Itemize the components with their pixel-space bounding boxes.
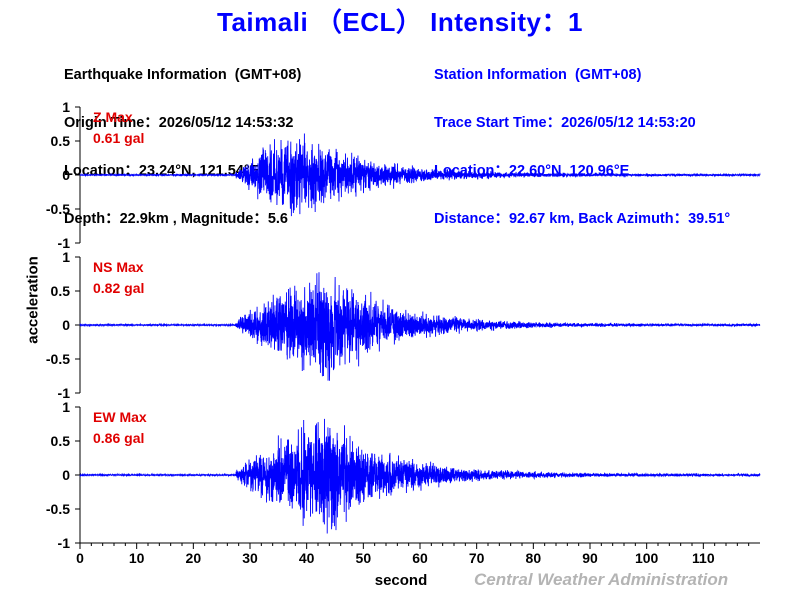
component-max-label: NS Max bbox=[93, 259, 144, 275]
y-tick-label: 0 bbox=[62, 467, 70, 483]
component-max-label: Z Max bbox=[93, 109, 133, 125]
x-tick-label: 110 bbox=[692, 550, 715, 566]
y-tick-label: 1 bbox=[62, 249, 70, 265]
x-tick-label: 80 bbox=[526, 550, 542, 566]
station-info-heading: Station Information (GMT+08) bbox=[434, 67, 642, 83]
y-tick-label: -1 bbox=[58, 235, 71, 251]
y-tick-label: 0 bbox=[62, 167, 70, 183]
y-tick-label: -0.5 bbox=[46, 201, 70, 217]
y-axis-label: acceleration bbox=[24, 256, 42, 344]
x-tick-label: 30 bbox=[242, 550, 258, 566]
component-max-value: 0.86 gal bbox=[93, 430, 144, 446]
earthquake-info: Earthquake Information (GMT+08) Origin T… bbox=[64, 35, 301, 259]
origin-time: Origin Time：2026/05/12 14:53:32 bbox=[64, 115, 294, 131]
x-tick-label: 40 bbox=[299, 550, 315, 566]
waveform-trace bbox=[79, 272, 761, 381]
depth-magnitude: Depth：22.9km , Magnitude：5.6 bbox=[64, 211, 288, 227]
waveform-trace bbox=[79, 418, 761, 534]
x-axis-label: second bbox=[374, 572, 428, 589]
agency-watermark: Central Weather Administration bbox=[474, 570, 729, 589]
earthquake-info-heading: Earthquake Information (GMT+08) bbox=[64, 67, 302, 83]
y-tick-label: 0.5 bbox=[51, 433, 71, 449]
page-title: Taimali （ECL） Intensity：1 bbox=[217, 7, 583, 37]
x-tick-label: 10 bbox=[129, 550, 145, 566]
y-tick-label: 1 bbox=[62, 399, 70, 415]
x-tick-label: 100 bbox=[635, 550, 659, 566]
y-tick-label: 0.5 bbox=[51, 283, 71, 299]
component-max-value: 0.61 gal bbox=[93, 130, 144, 146]
y-tick-label: -0.5 bbox=[46, 351, 70, 367]
x-tick-label: 60 bbox=[412, 550, 428, 566]
y-tick-label: -1 bbox=[58, 385, 71, 401]
x-tick-label: 20 bbox=[186, 550, 202, 566]
y-tick-label: -0.5 bbox=[46, 501, 70, 517]
waveform-trace bbox=[79, 133, 761, 217]
y-tick-label: 1 bbox=[62, 99, 70, 115]
x-tick-label: 70 bbox=[469, 550, 485, 566]
x-tick-label: 50 bbox=[356, 550, 372, 566]
y-tick-label: -1 bbox=[58, 535, 71, 551]
distance-azimuth: Distance：92.67 km, Back Azimuth：39.51° bbox=[434, 211, 731, 227]
x-tick-label: 0 bbox=[76, 550, 84, 566]
y-tick-label: 0.5 bbox=[51, 133, 71, 149]
x-tick-label: 90 bbox=[582, 550, 598, 566]
component-max-value: 0.82 gal bbox=[93, 280, 144, 296]
component-max-label: EW Max bbox=[93, 409, 147, 425]
y-tick-label: 0 bbox=[62, 317, 70, 333]
trace-start-time: Trace Start Time：2026/05/12 14:53:20 bbox=[434, 115, 696, 131]
